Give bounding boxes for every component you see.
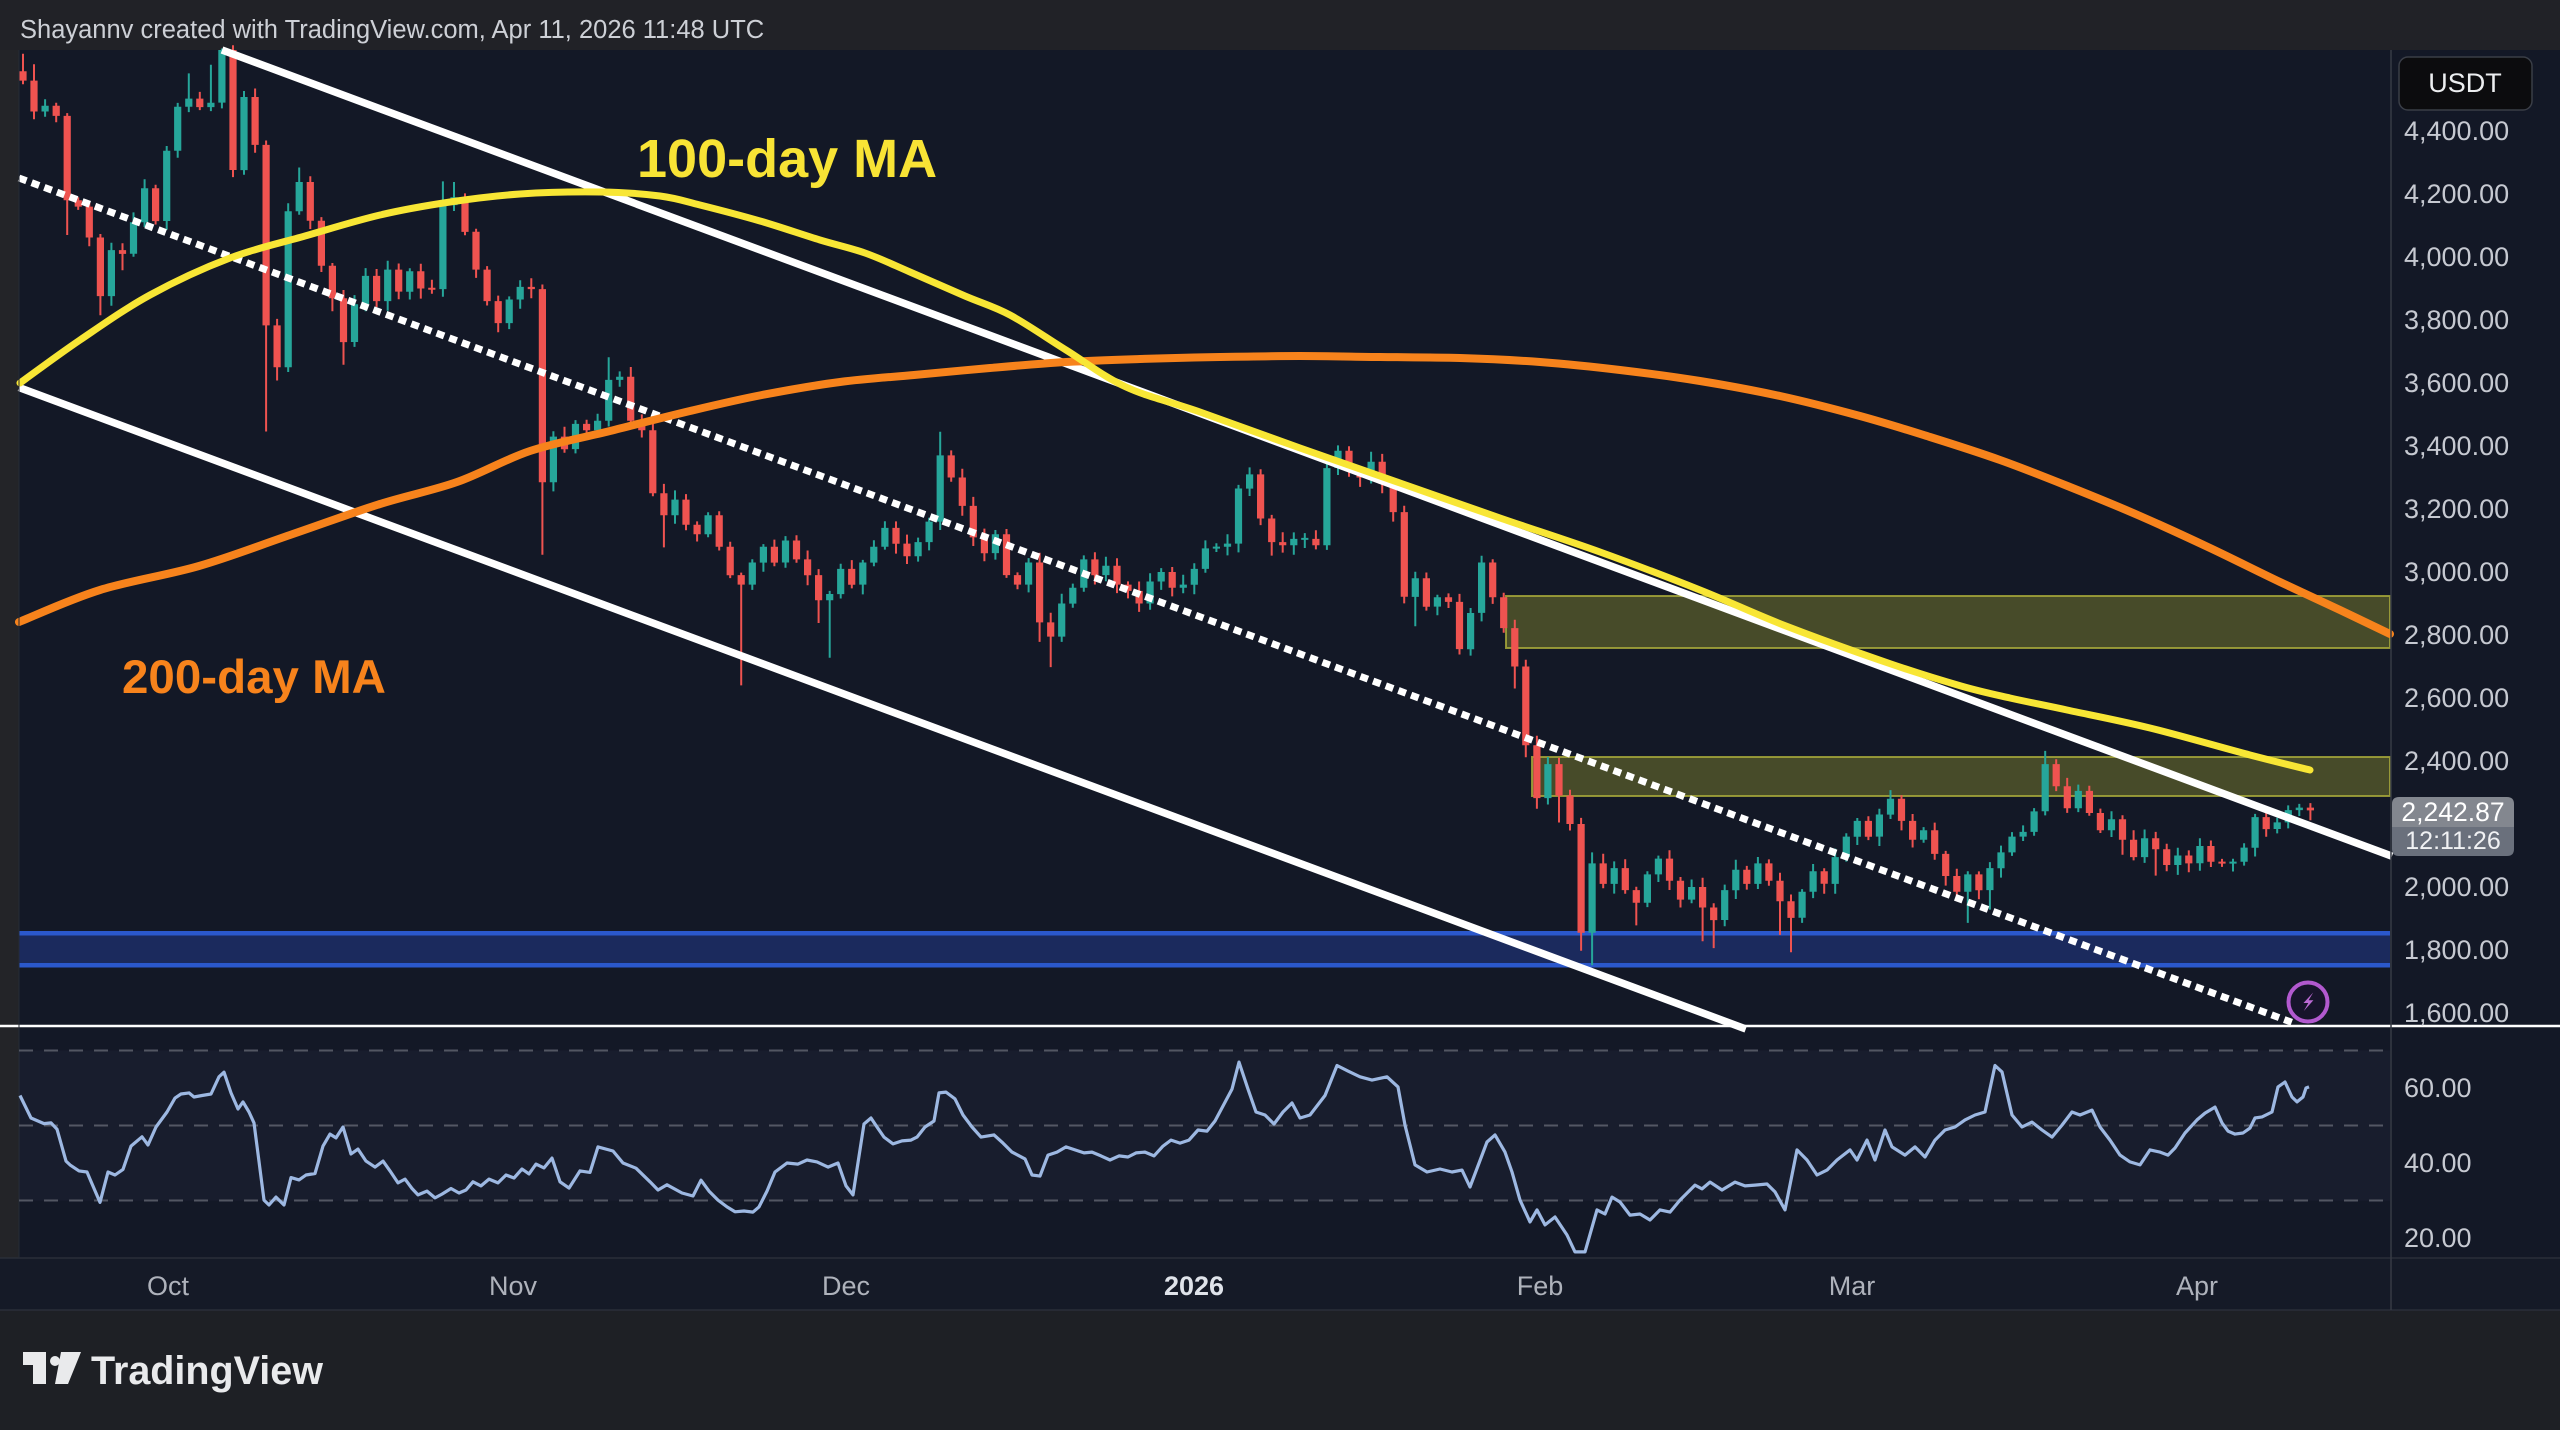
svg-text:20.00: 20.00 [2404, 1223, 2472, 1253]
svg-text:3,000.00: 3,000.00 [2404, 557, 2509, 587]
svg-text:2026: 2026 [1164, 1271, 1224, 1301]
svg-text:200-day MA: 200-day MA [122, 651, 386, 704]
svg-text:USDT: USDT [2428, 68, 2502, 98]
svg-text:1,800.00: 1,800.00 [2404, 935, 2509, 965]
svg-text:2,400.00: 2,400.00 [2404, 746, 2509, 776]
svg-text:Nov: Nov [489, 1271, 538, 1301]
svg-text:Shayannv created with TradingV: Shayannv created with TradingView.com, A… [20, 16, 764, 44]
svg-text:12:11:26: 12:11:26 [2405, 827, 2500, 855]
svg-text:100-day MA: 100-day MA [637, 129, 937, 189]
svg-text:Mar: Mar [1829, 1271, 1876, 1301]
svg-text:2,800.00: 2,800.00 [2404, 620, 2509, 650]
svg-text:4,400.00: 4,400.00 [2404, 116, 2509, 146]
svg-text:Dec: Dec [822, 1271, 870, 1301]
svg-text:3,600.00: 3,600.00 [2404, 368, 2509, 398]
svg-text:Oct: Oct [147, 1271, 190, 1301]
svg-text:40.00: 40.00 [2404, 1148, 2472, 1178]
svg-text:2,000.00: 2,000.00 [2404, 872, 2509, 902]
svg-text:4,200.00: 4,200.00 [2404, 179, 2509, 209]
svg-text:Apr: Apr [2176, 1271, 2218, 1301]
svg-text:3,800.00: 3,800.00 [2404, 305, 2509, 335]
svg-text:3,400.00: 3,400.00 [2404, 431, 2509, 461]
svg-text:2,242.87: 2,242.87 [2401, 797, 2504, 827]
svg-text:4,000.00: 4,000.00 [2404, 242, 2509, 272]
svg-text:60.00: 60.00 [2404, 1073, 2472, 1103]
svg-text:Feb: Feb [1517, 1271, 1564, 1301]
svg-text:2,600.00: 2,600.00 [2404, 683, 2509, 713]
svg-text:3,200.00: 3,200.00 [2404, 494, 2509, 524]
svg-text:TradingView: TradingView [91, 1349, 323, 1393]
svg-text:1,600.00: 1,600.00 [2404, 998, 2509, 1028]
